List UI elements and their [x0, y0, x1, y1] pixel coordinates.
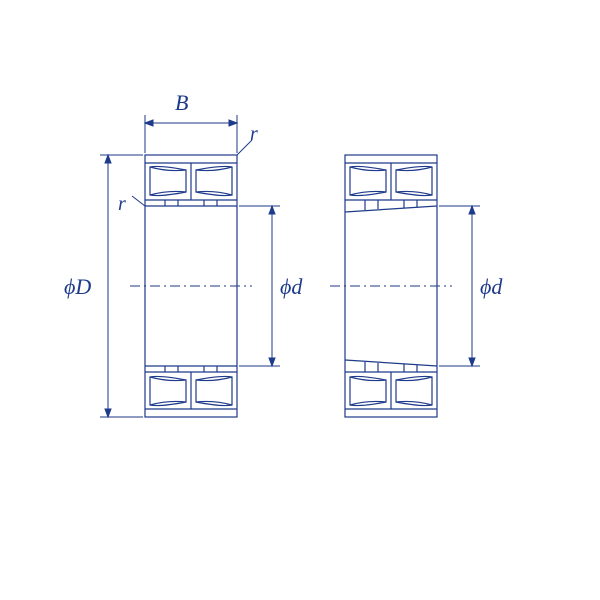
label-B: B	[175, 90, 188, 115]
label-r-left: r	[118, 193, 126, 215]
label-d-left: ϕd	[280, 274, 303, 299]
left-top-rollers	[145, 163, 237, 206]
right-bottom-rollers	[345, 360, 437, 409]
dim-B	[145, 115, 237, 153]
left-bottom-rollers	[145, 366, 237, 409]
bearing-diagram: B r r ϕD ϕd	[0, 0, 600, 600]
right-top-rollers	[345, 163, 437, 212]
label-D: ϕD	[64, 274, 91, 299]
label-d-right: ϕd	[480, 274, 503, 299]
dim-r-left	[132, 196, 145, 206]
label-r-top: r	[250, 123, 258, 145]
